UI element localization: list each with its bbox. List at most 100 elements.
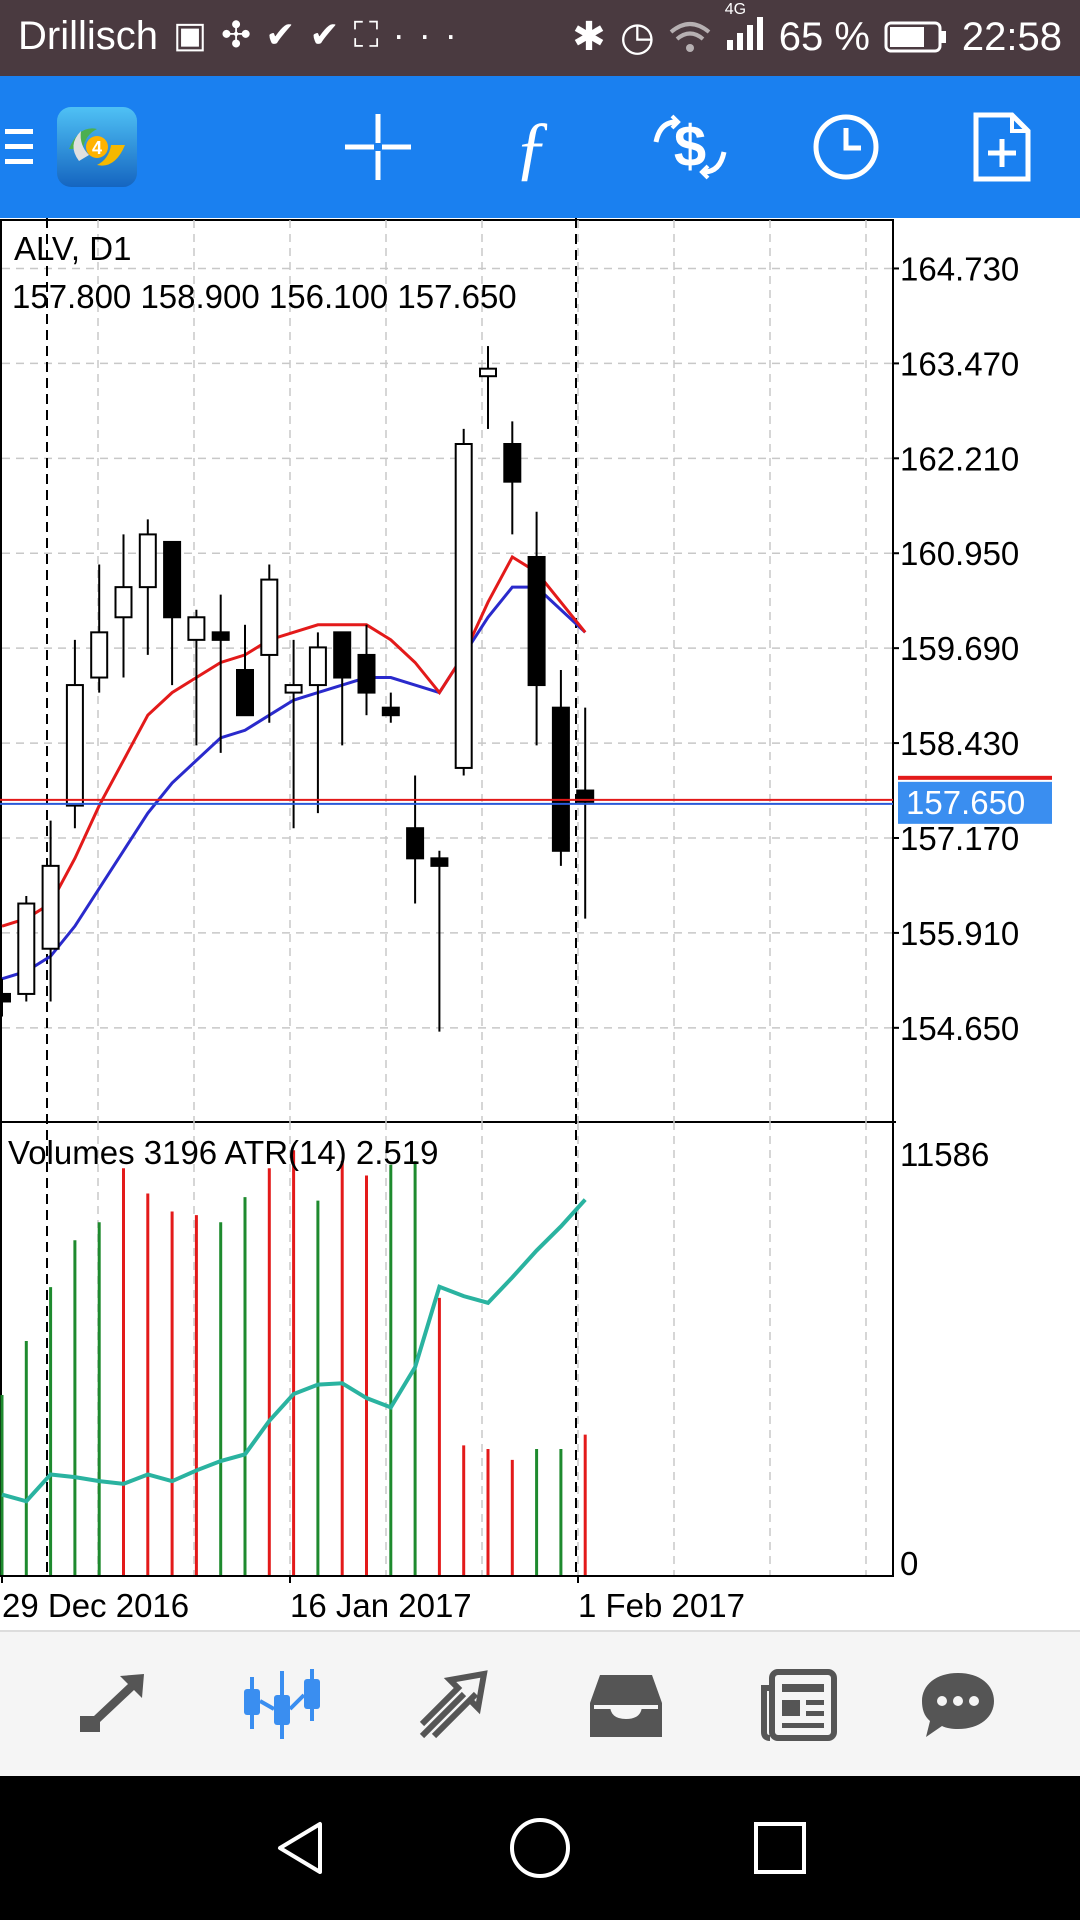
quotes-icon bbox=[80, 1674, 144, 1732]
map-icon: ⛶ bbox=[353, 14, 393, 55]
notification-icons: ▣✣✔✔⛶··· bbox=[173, 14, 471, 57]
svg-text:4: 4 bbox=[92, 138, 102, 158]
candle-body bbox=[454, 443, 473, 769]
candle-body bbox=[333, 631, 352, 679]
system-status: ✱ ◷ 4G 65 % 22:58 bbox=[572, 1, 1062, 60]
symbol-label: ALV, D1 bbox=[14, 230, 131, 267]
toolbar: 4 ƒ $ bbox=[0, 76, 1080, 218]
recents-icon bbox=[754, 1822, 806, 1874]
bottom-navigation bbox=[0, 1630, 1080, 1778]
candle-body bbox=[527, 556, 546, 687]
symbols-button[interactable]: $ bbox=[642, 76, 738, 218]
ma-fast-line bbox=[1, 554, 587, 928]
nav-chart[interactable] bbox=[222, 1632, 342, 1778]
menu-button[interactable] bbox=[0, 76, 40, 218]
network-type: 4G bbox=[724, 0, 747, 18]
candle-body bbox=[308, 646, 327, 687]
nav-chat[interactable] bbox=[898, 1632, 1018, 1778]
volume-scale-max: 11586 bbox=[900, 1136, 989, 1173]
price-label: 158.430 bbox=[900, 725, 1019, 762]
candle-body bbox=[430, 857, 449, 867]
symbols-icon: $ bbox=[653, 114, 727, 180]
candle-body bbox=[357, 653, 376, 694]
pinwheel-icon: ✣ bbox=[221, 14, 266, 55]
price-label: 159.690 bbox=[900, 630, 1019, 667]
menu-icon bbox=[5, 129, 33, 164]
candle-body bbox=[551, 706, 570, 852]
home-button[interactable] bbox=[480, 1776, 600, 1920]
new-order-button[interactable] bbox=[954, 76, 1050, 218]
nav-trade[interactable] bbox=[394, 1632, 514, 1778]
price-label: 154.650 bbox=[900, 1010, 1019, 1047]
history-icon bbox=[590, 1675, 662, 1737]
ohlc-values: 157.800 158.900 156.100 157.650 bbox=[12, 278, 517, 315]
back-icon bbox=[278, 1822, 322, 1874]
candle-body bbox=[0, 992, 11, 1003]
image-icon: ▣ bbox=[173, 14, 222, 55]
time-label: 29 Dec 2016 bbox=[2, 1587, 189, 1624]
back-button[interactable] bbox=[242, 1776, 362, 1920]
more-icon: ··· bbox=[392, 14, 471, 55]
crosshair-button[interactable] bbox=[330, 76, 426, 218]
battery-icon bbox=[884, 21, 946, 53]
crosshair-icon bbox=[345, 114, 411, 180]
candle-body bbox=[479, 367, 497, 378]
clock: 22:58 bbox=[961, 14, 1062, 59]
alarm-icon: ◷ bbox=[619, 15, 655, 59]
price-chart[interactable]: 157.650 164.730 163.470 162.210 160.950 159.… bbox=[0, 218, 1080, 1628]
svg-text:$: $ bbox=[674, 114, 706, 179]
timeframe-icon bbox=[813, 114, 879, 180]
price-label: 155.910 bbox=[900, 915, 1019, 952]
candle-body bbox=[211, 631, 230, 641]
recents-button[interactable] bbox=[720, 1776, 840, 1920]
news-icon bbox=[761, 1669, 837, 1741]
candle-body bbox=[381, 706, 400, 717]
time-label: 16 Jan 2017 bbox=[290, 1587, 472, 1624]
candle-body bbox=[236, 669, 254, 717]
candle-body bbox=[17, 902, 36, 995]
nav-quotes[interactable] bbox=[50, 1632, 170, 1778]
wifi-icon bbox=[669, 22, 711, 52]
candle-body bbox=[187, 616, 206, 641]
chart-frame bbox=[0, 219, 894, 1577]
signal-icon: 4G bbox=[725, 1, 765, 60]
price-label: 162.210 bbox=[900, 440, 1019, 477]
timeframe-button[interactable] bbox=[798, 76, 894, 218]
check-icon: ✔ bbox=[265, 14, 310, 55]
time-label: 1 Feb 2017 bbox=[578, 1587, 745, 1624]
candle-body bbox=[284, 684, 303, 694]
candle-body bbox=[163, 540, 182, 619]
price-label: 160.950 bbox=[900, 535, 1019, 572]
trade-icon bbox=[419, 1670, 488, 1739]
chart-area[interactable]: 157.650 164.730 163.470 162.210 160.950 159.… bbox=[0, 218, 1080, 1628]
nav-history[interactable] bbox=[566, 1632, 686, 1778]
candle-body bbox=[406, 827, 425, 860]
price-label: 163.470 bbox=[900, 345, 1019, 382]
app-logo[interactable]: 4 bbox=[52, 76, 142, 218]
price-tag-label: 157.650 bbox=[906, 784, 1025, 821]
subwindow-label: Volumes 3196 ATR(14) 2.519 bbox=[8, 1134, 438, 1171]
atr-line bbox=[1, 1198, 587, 1504]
price-tag-line bbox=[898, 775, 1052, 780]
carrier-name: Drillisch bbox=[18, 14, 158, 58]
candle-body bbox=[138, 533, 157, 589]
volume-scale-min: 0 bbox=[900, 1545, 918, 1582]
nav-news[interactable] bbox=[738, 1632, 858, 1778]
indicators-icon: ƒ bbox=[514, 106, 550, 187]
check-icon: ✔ bbox=[309, 14, 354, 55]
candle-body bbox=[576, 789, 595, 803]
candle-body bbox=[114, 586, 133, 619]
price-label: 164.730 bbox=[900, 250, 1019, 287]
indicators-button[interactable]: ƒ bbox=[484, 76, 580, 218]
bluetooth-icon: ✱ bbox=[572, 15, 606, 59]
candle-body bbox=[65, 684, 84, 807]
candle-body bbox=[260, 578, 279, 656]
price-label: 157.170 bbox=[900, 820, 1019, 857]
status-bar: Drillisch ▣✣✔✔⛶··· ✱ ◷ 4G 65 % 22:58 bbox=[0, 0, 1080, 76]
price-tag bbox=[898, 781, 1052, 824]
system-navigation bbox=[0, 1776, 1080, 1920]
metatrader-4-icon: 4 bbox=[57, 107, 137, 187]
chat-icon bbox=[922, 1673, 994, 1737]
chart-icon bbox=[244, 1669, 320, 1739]
new-order-icon bbox=[973, 112, 1031, 182]
